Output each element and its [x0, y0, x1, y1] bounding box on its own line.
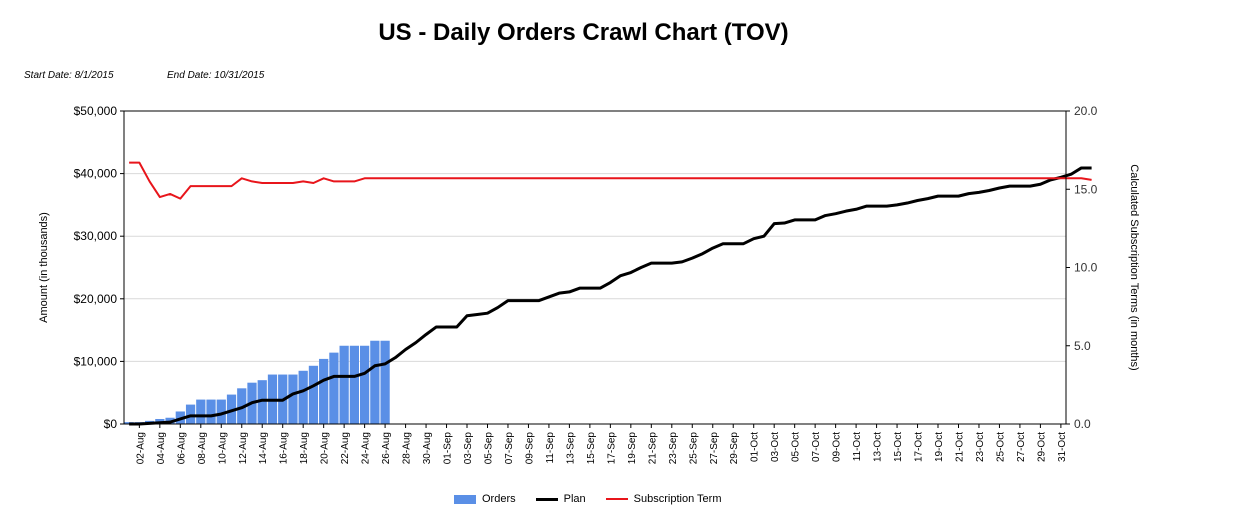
- legend: Orders Plan Subscription Term: [454, 493, 742, 505]
- x-tick-label: 07-Sep: [504, 432, 515, 465]
- x-tick-label: 30-Aug: [422, 432, 433, 464]
- x-tick-label: 29-Oct: [1036, 432, 1047, 462]
- legend-item-orders: Orders: [454, 493, 516, 505]
- x-tick-label: 24-Aug: [361, 432, 372, 464]
- x-tick-label: 01-Sep: [443, 432, 454, 465]
- y-tick-label: $50,000: [74, 104, 118, 118]
- x-tick-label: 01-Oct: [750, 432, 761, 462]
- y2-tick-label: 5.0: [1074, 339, 1091, 353]
- x-tick-label: 20-Aug: [320, 432, 331, 464]
- x-tick-label: 31-Oct: [1057, 432, 1068, 462]
- orders-bar: [288, 374, 298, 424]
- x-tick-label: 21-Oct: [954, 432, 965, 462]
- chart-title: US - Daily Orders Crawl Chart (TOV): [378, 19, 789, 46]
- x-tick-label: 04-Aug: [156, 432, 167, 464]
- plan-swatch: [535, 497, 558, 501]
- x-tick-label: 27-Sep: [709, 432, 720, 465]
- orders-bar: [349, 345, 359, 424]
- orders-bar: [216, 399, 226, 424]
- x-tick-label: 06-Aug: [176, 432, 187, 464]
- x-tick-label: 29-Sep: [729, 432, 740, 465]
- x-tick-label: 23-Sep: [668, 432, 679, 465]
- orders-bar: [196, 399, 206, 424]
- legend-item-term: Subscription Term: [605, 493, 722, 505]
- orders-bar: [360, 345, 370, 424]
- y2-tick-label: 10.0: [1074, 261, 1098, 275]
- orders-bar: [308, 365, 319, 424]
- x-tick-label: 02-Aug: [135, 432, 146, 464]
- x-tick-label: 11-Oct: [852, 432, 863, 461]
- start-date-label: Start Date: 8/1/2015: [24, 70, 114, 81]
- subscription-term-line: [129, 161, 1092, 200]
- x-tick-label: 23-Oct: [975, 432, 986, 462]
- orders-bar: [185, 404, 196, 424]
- x-tick-label: 17-Oct: [914, 432, 925, 462]
- x-tick-label: 11-Sep: [545, 432, 556, 464]
- x-tick-label: 27-Oct: [1016, 432, 1027, 462]
- legend-orders-label: Orders: [482, 493, 516, 505]
- y-tick-label: $0: [104, 417, 118, 431]
- orders-bar: [339, 345, 349, 424]
- x-tick-label: 13-Sep: [565, 432, 576, 465]
- x-tick-label: 25-Oct: [995, 432, 1006, 462]
- legend-plan-label: Plan: [563, 493, 586, 505]
- x-tick-label: 15-Sep: [586, 432, 597, 465]
- y2-tick-label: 0.0: [1074, 417, 1091, 431]
- orders-bar: [319, 358, 329, 424]
- x-tick-label: 15-Oct: [893, 432, 904, 462]
- orders-bar: [329, 352, 339, 424]
- orders-swatch: [454, 494, 476, 504]
- y-axis-title: Amount (in thousands): [38, 212, 50, 323]
- y-tick-label: $10,000: [74, 354, 118, 368]
- y2-tick-label: 20.0: [1074, 104, 1098, 118]
- orders-bar: [206, 399, 216, 424]
- orders-bar: [370, 340, 380, 424]
- plan-line: [129, 166, 1092, 426]
- legend-term-label: Subscription Term: [633, 493, 722, 505]
- x-tick-label: 10-Aug: [217, 432, 228, 464]
- legend-item-plan: Plan: [535, 493, 586, 505]
- x-tick-label: 08-Aug: [197, 432, 208, 464]
- x-tick-label: 26-Aug: [381, 432, 392, 464]
- y2-tick-label: 15.0: [1074, 182, 1098, 196]
- y-tick-label: $20,000: [74, 292, 118, 306]
- x-tick-label: 05-Sep: [483, 432, 494, 465]
- x-tick-label: 19-Oct: [934, 432, 945, 462]
- x-tick-label: 07-Oct: [811, 432, 822, 462]
- y-tick-label: $30,000: [74, 229, 118, 243]
- x-tick-label: 05-Oct: [791, 432, 802, 462]
- x-tick-label: 12-Aug: [238, 432, 249, 464]
- orders-bar: [298, 370, 308, 424]
- x-tick-label: 28-Aug: [402, 432, 413, 464]
- x-tick-label: 21-Sep: [647, 432, 658, 465]
- end-date-label: End Date: 10/31/2015: [167, 70, 265, 81]
- x-tick-label: 16-Aug: [279, 432, 290, 464]
- orders-bar: [257, 380, 267, 424]
- x-tick-label: 14-Aug: [258, 432, 269, 464]
- x-tick-label: 17-Sep: [606, 432, 617, 465]
- y-tick-label: $40,000: [74, 167, 118, 181]
- x-tick-label: 03-Oct: [770, 432, 781, 462]
- x-tick-label: 09-Sep: [524, 432, 535, 465]
- x-tick-label: 22-Aug: [340, 432, 351, 464]
- y2-axis-title: Calculated Subscription Terms (in months…: [1128, 164, 1140, 370]
- term-swatch: [605, 498, 628, 500]
- x-tick-label: 09-Oct: [832, 432, 843, 462]
- x-tick-label: 19-Sep: [627, 432, 638, 465]
- x-tick-label: 25-Sep: [688, 432, 699, 465]
- x-tick-label: 03-Sep: [463, 432, 474, 465]
- x-tick-label: 13-Oct: [873, 432, 884, 462]
- x-tick-label: 18-Aug: [299, 432, 310, 464]
- orders-bar: [380, 340, 390, 424]
